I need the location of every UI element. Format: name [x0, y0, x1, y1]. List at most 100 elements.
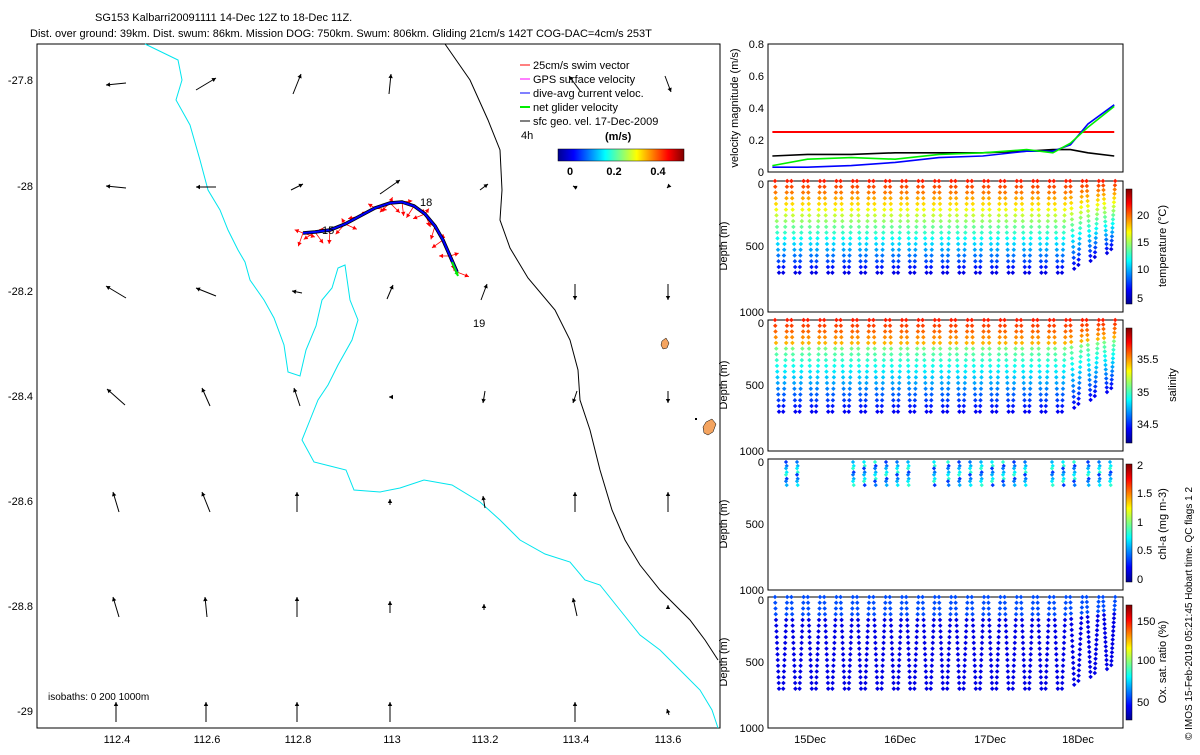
chla-cbar-tick: 1.5: [1137, 488, 1152, 500]
geo-arrow: [665, 76, 672, 92]
swim-vector: [406, 206, 414, 218]
geo-arrow: [112, 492, 119, 512]
temp-cbar-tick: 20: [1137, 210, 1149, 222]
oxygen-plot: [773, 595, 1118, 691]
chla-depth-tick: 500: [746, 519, 764, 531]
geo-arrow: [666, 284, 670, 300]
swim-vector: [432, 240, 443, 248]
vel-ytick: 0.8: [749, 39, 764, 51]
oxy-depth-tick: 500: [746, 657, 764, 669]
map-legend: 25cm/s swim vector GPS surface velocity …: [520, 60, 658, 142]
oxygen-axes: [768, 597, 1123, 728]
temperature-ylabel: Depth (m): [718, 222, 730, 271]
geo-arrow: [480, 184, 488, 190]
map-y-ticks: -27.8 -28 -28.2 -28.4 -28.6 -28.8 -29: [8, 75, 33, 718]
map-cbar-tick-04: 0.4: [650, 166, 666, 178]
map-cbar-tick-02: 0.2: [606, 166, 621, 178]
map-axes: [37, 44, 720, 728]
geostrophic-arrows: [106, 74, 672, 722]
temperature-plot: [773, 179, 1118, 275]
geo-arrow: [667, 184, 671, 188]
geo-arrow: [666, 709, 670, 715]
map-xtick: 113: [383, 734, 401, 746]
geo-arrow: [292, 290, 302, 294]
time-tick-15dec: 15Dec: [794, 734, 826, 746]
salinity-plot: [773, 318, 1118, 414]
island-south: [703, 419, 716, 435]
map-xtick: 112.6: [194, 734, 221, 746]
vel-ytick: 0.6: [749, 71, 764, 83]
swim-vector: [295, 229, 303, 233]
glider-track: [295, 197, 469, 277]
geo-arrow: [114, 702, 118, 722]
geo-arrow: [389, 395, 393, 399]
geo-arrow: [107, 389, 125, 405]
map-colorbar-label: (m/s): [605, 131, 632, 143]
geo-arrow: [481, 496, 485, 508]
oxy-depth-tick: 1000: [740, 723, 764, 735]
temp-depth-tick: 0: [758, 179, 764, 191]
geo-arrow: [204, 702, 208, 722]
oxy-cbar-tick: 100: [1137, 655, 1155, 667]
salinity-ylabel: Depth (m): [718, 361, 730, 410]
geo-arrow: [573, 284, 577, 300]
geo-arrow: [666, 391, 670, 403]
legend-swim: 25cm/s swim vector: [533, 60, 630, 72]
temperature-cbar-label: temperature (°C): [1157, 205, 1169, 287]
sal-cbar-tick: 34.5: [1137, 419, 1158, 431]
temp-cbar-tick: 15: [1137, 237, 1149, 249]
geo-arrow: [481, 284, 488, 300]
map-xtick: 113.2: [472, 734, 499, 746]
temp-depth-tick: 500: [746, 241, 764, 253]
geo-arrow: [387, 285, 393, 299]
map-ytick: -27.8: [8, 75, 33, 87]
geo-arrow: [380, 180, 400, 194]
map-ytick: -28.4: [8, 391, 33, 403]
geo-arrow: [388, 601, 392, 613]
temperature-axes: [768, 181, 1123, 312]
map-x-ticks: 112.4 112.6 112.8 113 113.2 113.4 113.6: [104, 734, 682, 746]
oxy-cbar-tick: 150: [1137, 616, 1155, 628]
geo-arrow: [666, 492, 670, 512]
map-ytick: -28.2: [8, 286, 33, 298]
geo-arrow: [573, 492, 577, 512]
swim-vector: [457, 272, 469, 277]
coastline: [145, 44, 718, 728]
chla-cbar-tick: 1: [1137, 517, 1143, 529]
geo-arrow: [293, 388, 300, 406]
salinity-cbar-label: salinity: [1167, 368, 1179, 402]
map-cbar-tick-0: 0: [567, 166, 573, 178]
geo-arrow: [573, 186, 578, 190]
islet: [695, 418, 697, 420]
oxygen-colorbar: [1126, 605, 1132, 720]
geo-arrow: [196, 287, 216, 296]
oxygen-cbar-label: Ox. sat. ratio (%): [1157, 621, 1169, 704]
chla-cbar-tick: 0.5: [1137, 545, 1152, 557]
geo-arrow: [388, 702, 392, 722]
geo-arrow: [203, 597, 207, 617]
legend-4h: 4h: [521, 130, 533, 142]
geo-arrow: [388, 74, 392, 94]
isobaths-label: isobaths: 0 200 1000m: [48, 692, 149, 703]
map-colorbar: [558, 149, 684, 161]
map-ytick: -29: [17, 706, 33, 718]
isobath-line: [445, 44, 718, 660]
chla-colorbar: [1126, 464, 1132, 582]
geo-arrow: [482, 604, 486, 610]
geo-arrow: [291, 184, 303, 190]
sal-depth-tick: 500: [746, 380, 764, 392]
map-xtick: 112.4: [104, 734, 131, 746]
geo-arrow: [112, 597, 119, 617]
geo-arrow: [106, 286, 126, 298]
oxy-depth-tick: 0: [758, 595, 764, 607]
map-xtick: 112.8: [285, 734, 312, 746]
salinity-axes: [768, 320, 1123, 451]
day-label-19: 19: [473, 318, 485, 330]
geo-arrow: [106, 82, 126, 86]
temp-cbar-tick: 10: [1137, 264, 1149, 276]
oxy-cbar-tick: 50: [1137, 697, 1149, 709]
chla-ylabel: Depth (m): [718, 500, 730, 549]
oxygen-ylabel: Depth (m): [718, 638, 730, 687]
legend-geo: sfc geo. vel. 17-Dec-2009: [533, 116, 658, 128]
